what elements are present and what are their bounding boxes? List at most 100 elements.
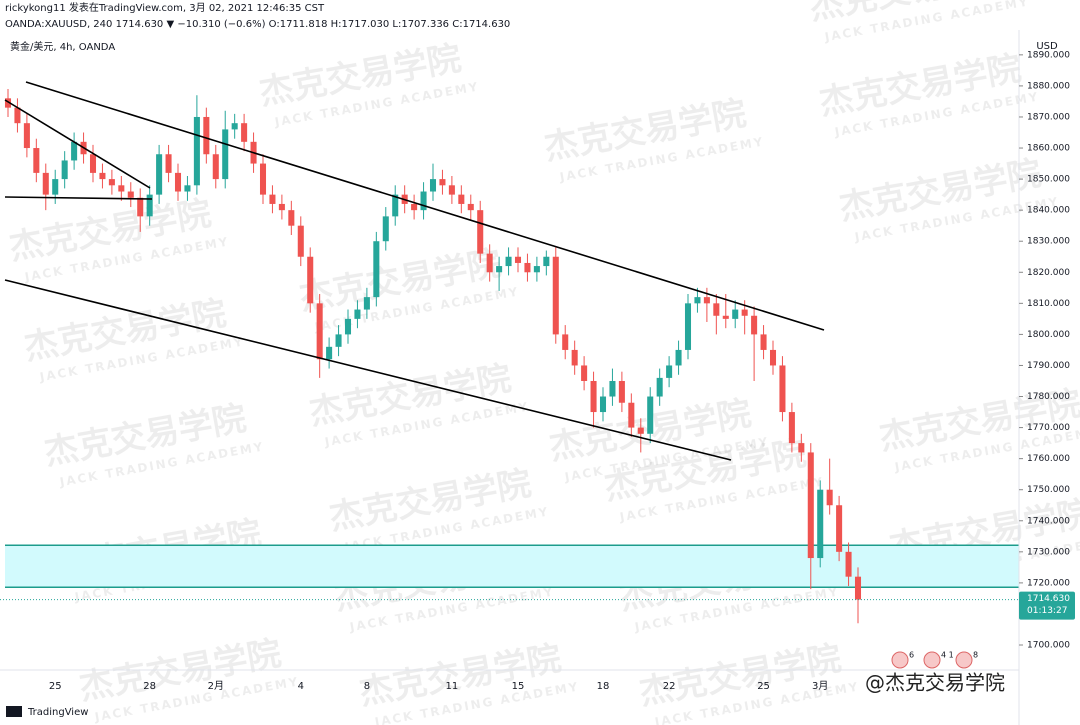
zone bbox=[5, 545, 1019, 588]
x-tick-label: 11 bbox=[446, 681, 459, 692]
trend-line bbox=[4, 99, 151, 189]
candle-body bbox=[420, 191, 427, 211]
candle-body bbox=[316, 303, 323, 360]
candle-body bbox=[684, 303, 692, 350]
candle-body bbox=[779, 365, 786, 413]
candle-body bbox=[439, 179, 446, 186]
candle-body bbox=[854, 576, 862, 600]
y-tick-label: 1850.000 bbox=[1027, 175, 1070, 185]
candle-body bbox=[241, 123, 248, 142]
y-tick-label: 1740.000 bbox=[1027, 516, 1070, 526]
event-icon bbox=[923, 651, 941, 669]
y-tick-label: 1890.000 bbox=[1027, 50, 1070, 60]
candle-body bbox=[42, 172, 49, 195]
y-tick-label: 1830.000 bbox=[1027, 237, 1070, 247]
candle-body bbox=[118, 185, 125, 192]
candle-body bbox=[798, 443, 805, 453]
candle-body bbox=[326, 346, 333, 360]
candle-body bbox=[429, 179, 437, 192]
candle-body bbox=[590, 380, 597, 413]
x-tick-label: 2月 bbox=[208, 680, 224, 692]
x-tick-label: 4 bbox=[298, 681, 304, 692]
candle-body bbox=[344, 318, 352, 335]
y-tick-label: 1720.000 bbox=[1027, 578, 1070, 588]
candle-body bbox=[751, 315, 758, 335]
x-tick-label: 22 bbox=[663, 681, 676, 692]
y-tick-label: 1700.000 bbox=[1027, 641, 1070, 651]
candle-body bbox=[61, 160, 68, 180]
trend-line bbox=[4, 196, 153, 200]
symbol-line: OANDA:XAUUSD, 240 1714.630 ▼ −10.310 (−0… bbox=[5, 19, 510, 30]
brand: TradingView bbox=[27, 707, 88, 718]
x-tick-label: 18 bbox=[597, 681, 610, 692]
candle-body bbox=[14, 107, 21, 124]
legend-title: 黄金/美元, 4h, OANDA bbox=[10, 40, 115, 53]
candle-body bbox=[732, 309, 739, 319]
y-tick-label: 1840.000 bbox=[1027, 206, 1070, 216]
candle-body bbox=[666, 365, 673, 378]
candle-body bbox=[156, 154, 163, 195]
candle-body bbox=[477, 210, 484, 254]
candle-body bbox=[363, 297, 370, 310]
candle-body bbox=[675, 349, 682, 366]
candle-body bbox=[165, 154, 172, 173]
candle-body bbox=[307, 256, 314, 304]
handle: @杰克交易学院 bbox=[865, 671, 1005, 695]
x-tick-label: 15 bbox=[512, 681, 525, 692]
candle-body bbox=[562, 334, 569, 350]
y-tick-label: 1730.000 bbox=[1027, 547, 1070, 557]
candle-body bbox=[486, 253, 493, 273]
event-icon bbox=[891, 651, 909, 669]
y-tick-label: 1770.000 bbox=[1027, 423, 1070, 433]
y-tick-label: 1880.000 bbox=[1027, 81, 1070, 91]
candle-body bbox=[836, 505, 843, 552]
candle-body bbox=[448, 185, 455, 195]
candle-body bbox=[656, 377, 663, 397]
candle-body bbox=[212, 154, 219, 180]
candle-body bbox=[231, 123, 238, 130]
last-price-box bbox=[1019, 591, 1075, 620]
y-tick-label: 1760.000 bbox=[1027, 454, 1070, 464]
candle-body bbox=[467, 203, 474, 211]
candle-body bbox=[769, 349, 777, 366]
candle-body bbox=[354, 309, 361, 319]
candle-body bbox=[694, 297, 701, 304]
candle-body bbox=[411, 203, 418, 211]
candle-body bbox=[713, 303, 720, 316]
event-icon bbox=[955, 651, 973, 669]
countdown-label: 01:13:27 bbox=[1027, 606, 1067, 616]
candle-body bbox=[184, 185, 191, 192]
candle-body bbox=[108, 179, 115, 186]
candle-body bbox=[4, 98, 12, 108]
candle-body bbox=[807, 452, 814, 559]
candle-body bbox=[335, 334, 342, 347]
candle-body bbox=[722, 315, 729, 319]
event-count: 4 1 bbox=[941, 651, 954, 660]
candle-body bbox=[703, 297, 710, 304]
candle-body bbox=[496, 266, 503, 273]
candle-body bbox=[222, 129, 229, 180]
author-line: rickykong11 发表在TradingView.com, 3月 02, 2… bbox=[5, 1, 325, 14]
y-tick-label: 1800.000 bbox=[1027, 330, 1070, 340]
candle-body bbox=[788, 412, 795, 444]
candle-body bbox=[628, 402, 635, 428]
candle-body bbox=[297, 225, 304, 257]
candle-body bbox=[760, 334, 767, 350]
candle-body bbox=[23, 123, 30, 149]
candle-body bbox=[637, 427, 644, 434]
y-tick-label: 1870.000 bbox=[1027, 112, 1070, 122]
candle-body bbox=[373, 241, 380, 298]
candle-body bbox=[741, 309, 748, 316]
trend-line bbox=[25, 81, 825, 331]
candle-body bbox=[826, 489, 833, 506]
candle-body bbox=[524, 262, 531, 273]
candle-body bbox=[193, 116, 200, 186]
candle-body bbox=[647, 396, 654, 434]
candle-body bbox=[174, 172, 182, 192]
candle-body bbox=[203, 116, 210, 155]
candle-body bbox=[127, 191, 134, 198]
candle-body bbox=[146, 194, 153, 217]
candle-body bbox=[581, 365, 588, 381]
